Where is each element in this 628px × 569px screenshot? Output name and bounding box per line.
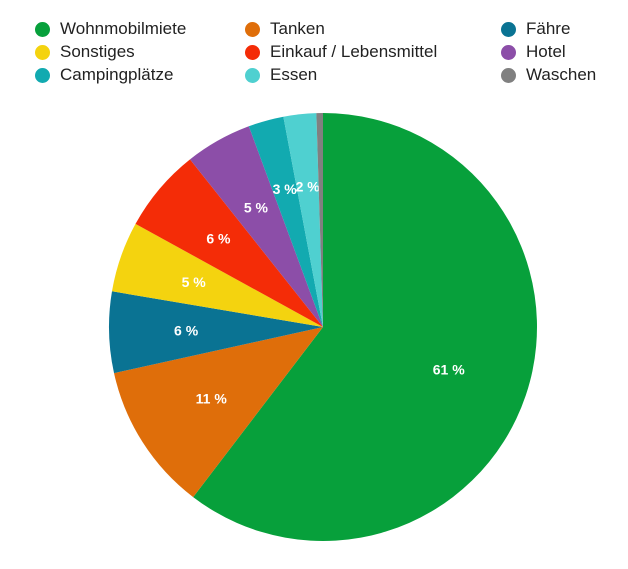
legend-item-faehre[interactable]: Fähre — [501, 18, 570, 40]
legend-label: Wohnmobilmiete — [60, 19, 187, 38]
legend-swatch — [501, 44, 516, 60]
legend-label: Campingplätze — [60, 65, 174, 84]
legend-swatch — [245, 21, 260, 37]
legend-item-tanken[interactable]: Tanken — [245, 18, 325, 40]
legend-item-einkauf[interactable]: Einkauf / Lebensmittel — [245, 41, 437, 63]
legend-item-campingplaetze[interactable]: Campingplätze — [35, 64, 173, 86]
legend-label: Waschen — [526, 65, 597, 84]
pie-slice-4[interactable] — [135, 159, 324, 327]
legend-item-sonstiges[interactable]: Sonstiges — [35, 41, 135, 63]
legend-swatch — [35, 67, 50, 83]
legend-swatch — [501, 21, 516, 37]
pie-slice-6[interactable] — [248, 116, 323, 327]
slice-label-4: 6 % — [206, 231, 231, 247]
legend-item-wohnmobilmiete[interactable]: Wohnmobilmiete — [35, 18, 186, 40]
legend: Wohnmobilmiete Tanken Fähre Sonstiges Ei… — [0, 0, 628, 100]
slice-label-1: 11 % — [196, 390, 228, 406]
pie-slice-7[interactable] — [283, 113, 323, 327]
legend-swatch — [35, 44, 50, 60]
legend-item-essen[interactable]: Essen — [245, 64, 317, 86]
legend-label: Einkauf / Lebensmittel — [270, 42, 438, 61]
slice-label-0: 61 % — [433, 362, 465, 378]
legend-swatch — [245, 67, 260, 83]
slice-label-7: 2 % — [296, 179, 321, 195]
legend-item-waschen[interactable]: Waschen — [501, 64, 596, 86]
legend-label: Essen — [270, 65, 318, 84]
pie-slice-2[interactable] — [108, 291, 323, 374]
slice-label-3: 5 % — [182, 274, 207, 290]
legend-swatch — [501, 67, 516, 83]
legend-label: Fähre — [526, 19, 571, 38]
slice-label-2: 6 % — [174, 322, 199, 338]
pie-slice-5[interactable] — [190, 126, 323, 327]
legend-swatch — [245, 44, 260, 60]
legend-swatch — [35, 21, 50, 37]
legend-label: Sonstiges — [60, 42, 135, 61]
pie-slice-8[interactable] — [316, 112, 323, 328]
pie-slice-3[interactable] — [112, 223, 323, 327]
legend-item-hotel[interactable]: Hotel — [501, 41, 566, 63]
legend-label: Hotel — [526, 42, 566, 61]
pie-slice-0[interactable] — [193, 113, 538, 541]
slice-label-5: 5 % — [244, 200, 269, 216]
legend-label: Tanken — [270, 19, 325, 38]
slice-label-6: 3 % — [273, 181, 298, 197]
pie-slice-1[interactable] — [114, 327, 323, 498]
